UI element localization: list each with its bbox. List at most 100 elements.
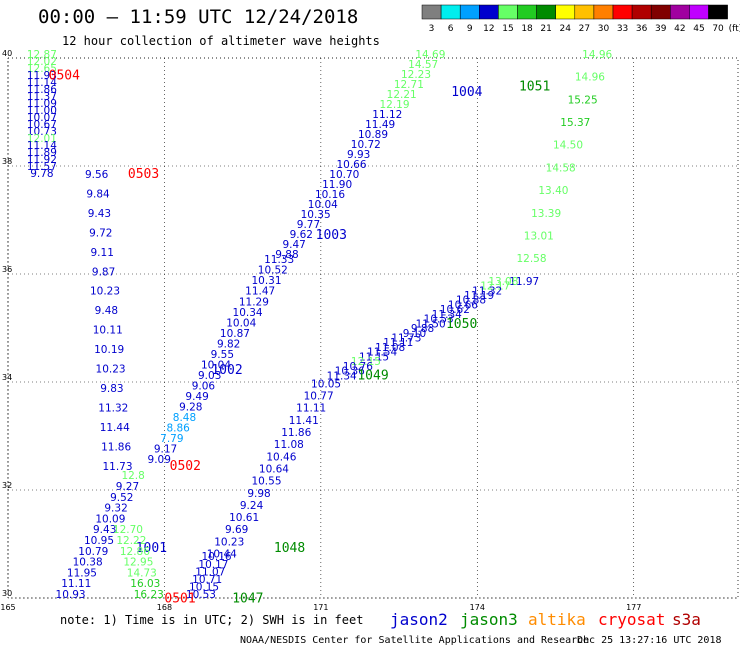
wave-height-value: 11.86 [101,442,131,454]
pass-label: 1050 [446,317,477,332]
wave-height-value: 9.06 [192,380,216,392]
pass-label: 0504 [49,69,80,84]
y-tick-label: 32 [2,481,12,490]
wave-height-value: 10.23 [96,364,126,376]
colorbar-label: 33 [617,24,628,34]
colorbar-label: 39 [655,24,667,34]
wave-height-value: 11.29 [239,296,269,308]
colorbar-swatch [479,4,499,20]
wave-height-value: 9.72 [89,227,112,239]
wave-height-value: 9.27 [116,481,139,493]
wave-height-value: 12.95 [123,557,153,569]
y-tick-label: 40 [2,49,12,58]
wave-height-value: 10.71 [192,574,222,586]
wave-height-value: 11.32 [98,403,128,415]
wave-height-value: 11.86 [27,84,57,96]
wave-height-value: 9.49 [185,391,208,403]
x-tick-label: 177 [626,603,641,612]
wave-height-value: 10.35 [301,209,331,221]
wave-height-value: 10.53 [424,314,454,326]
wave-height-value: 9.62 [290,229,313,241]
pass-label: 0503 [128,167,159,182]
wave-height-value: 9.83 [100,383,123,395]
colorbar-swatch [498,4,518,20]
wave-height-value: 9.69 [225,524,248,536]
wave-height-value: 10.73 [27,126,57,138]
wave-height-value: 11.47 [245,286,275,298]
wave-height-value: 10.23 [214,536,244,548]
wave-height-value: 10.44 [207,549,237,561]
wave-height-value: 9.84 [86,188,110,200]
colorbar-label: 9 [467,24,473,34]
wave-height-value: 11.73 [102,461,132,473]
colorbar-label: 24 [560,24,572,34]
wave-height-value: 9.24 [240,500,264,512]
wave-height-value: 14.58 [546,162,576,174]
wave-height-value: 11.15 [359,351,389,363]
wave-height-value: 10.67 [27,119,57,131]
colorbar-swatch [517,4,537,20]
wave-height-value: 14.69 [415,49,445,61]
pass-label: 1004 [451,85,482,100]
wave-height-value: 13.39 [531,208,561,220]
wave-height-value: 9.78 [30,168,53,180]
wave-height-value: 10.88 [456,295,486,307]
colorbar-swatch [612,4,633,20]
wave-height-value: 11.34 [327,370,357,382]
wave-height-value: 15.37 [560,117,590,129]
wave-height-value: 9.43 [93,524,116,536]
wave-height-value: 11.37 [27,91,57,103]
wave-height-value: 10.53 [186,589,216,601]
wave-height-value: 9.88 [275,249,298,261]
wave-height-value: 12.19 [379,99,409,111]
wave-height-value: 11.50 [416,318,446,330]
y-tick-label: 36 [2,265,12,274]
wave-height-value: 9.48 [95,305,118,317]
colorbar-label: 6 [448,24,454,34]
pass-label: 1001 [136,541,167,556]
wave-height-value: 10.07 [27,112,57,124]
colorbar-label: 45 [693,24,704,34]
plot-frame [7,57,739,599]
colorbar-swatch [555,4,576,20]
wave-height-value: 11.11 [296,403,326,415]
generation-timestamp: Dec 25 13:27:16 UTC 2018 [577,635,722,646]
wave-height-value: 10.15 [189,581,219,593]
wave-height-value: 10.05 [311,378,341,390]
wave-height-value: 12.17 [480,281,510,293]
wave-height-value: 8.86 [166,422,190,434]
wave-height-value: 10.31 [251,275,281,287]
wave-height-value: 11.41 [289,415,319,427]
wave-height-value: 12.02 [27,56,57,68]
wave-height-value: 9.52 [110,492,133,504]
wave-height-value: 11.09 [27,98,57,110]
wave-height-value: 11.11 [383,337,413,349]
colorbar-swatch [689,4,709,20]
wave-height-value: 10.66 [336,159,366,171]
wave-height-value: 10.72 [351,139,381,151]
wave-height-value: 10.76 [343,361,373,373]
colorbar-swatch [593,4,614,20]
wave-height-value: 12.65 [27,63,57,75]
wave-height-value: 11.97 [509,276,539,288]
wave-height-value: 9.47 [282,239,305,251]
wave-height-value: 10.64 [259,463,289,475]
wave-height-value: 12.01 [27,133,57,145]
wave-height-value: 13.40 [538,185,568,197]
wave-height-value: 11.08 [375,342,405,354]
colorbar-label: 30 [598,24,610,34]
wave-height-value: 9.10 [403,328,426,340]
legend-jason2: jason2 [390,610,448,629]
wave-height-value: 13.08 [488,276,518,288]
wave-height-value: 10.16 [315,189,345,201]
colorbar-label: 18 [521,24,533,34]
wave-height-value: 11.89 [27,147,57,159]
pass-label: 0501 [164,591,195,606]
wave-height-value: 10.38 [73,557,103,569]
legend-altika: altika [528,610,586,629]
wave-height-value: 10.70 [329,169,359,181]
legend-jason3: jason3 [460,610,518,629]
wave-height-value: 10.04 [308,199,338,211]
wave-height-value: 11.14 [27,77,57,89]
wave-height-value: 9.09 [148,454,171,466]
